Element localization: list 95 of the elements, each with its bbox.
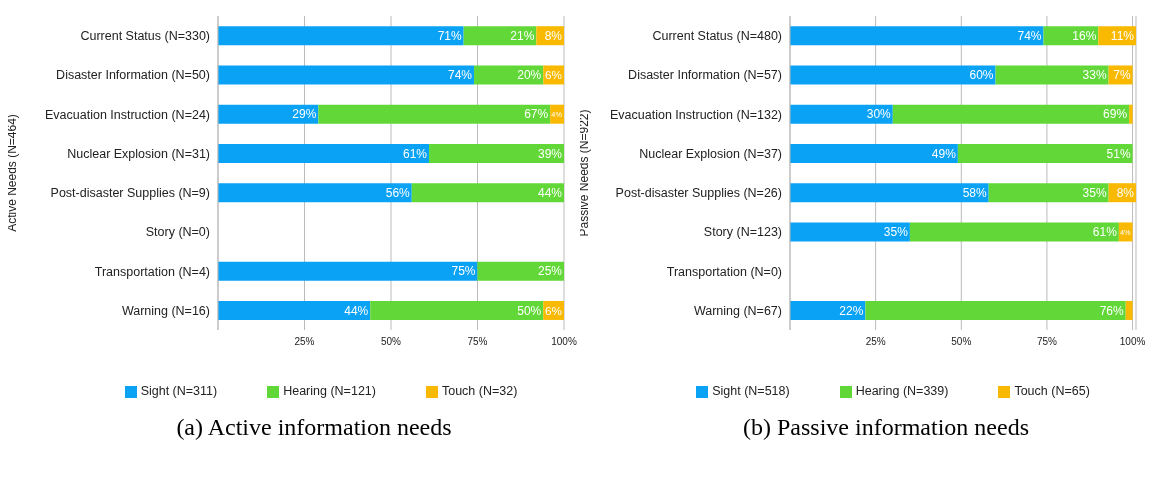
- y-tick-label: Disaster Information (N=57): [628, 68, 782, 83]
- legend-label: Hearing (N=339): [855, 384, 949, 398]
- x-tick-label: 100%: [551, 336, 577, 348]
- text: (a) Active information needs: [175, 414, 453, 441]
- legend-label: Touch (N=65): [1014, 384, 1090, 398]
- data-label: 8%: [1116, 185, 1135, 200]
- y-axis-title: Passive Needs (N=922): [577, 109, 592, 237]
- x-tick-label: 50%: [380, 336, 402, 348]
- y-tick-label: Evacuation Instruction (N=24): [44, 107, 210, 122]
- data-label: 29%: [292, 107, 317, 122]
- data-label: 56%: [385, 185, 411, 200]
- data-label: 6%: [545, 303, 562, 317]
- bar: [790, 104, 893, 124]
- y-tick-label: Nuclear Explosion (N=37): [639, 146, 782, 161]
- y-tick-label: Nuclear Explosion (N=31): [67, 146, 210, 161]
- data-label: 74%: [1017, 28, 1042, 43]
- data-label: 8%: [544, 28, 563, 43]
- bar: [790, 26, 1044, 46]
- bar: [957, 143, 1133, 163]
- data-label: 21%: [510, 28, 535, 43]
- data-label: 35%: [1082, 185, 1107, 200]
- y-tick-label: Transportation (N=0): [666, 264, 782, 279]
- x-tick-label: 25%: [865, 336, 886, 348]
- data-label: 69%: [1103, 107, 1128, 122]
- y-axis-title: Active Needs (N=464): [5, 114, 20, 232]
- x-tick-label: 25%: [294, 336, 315, 348]
- data-label: 50%: [517, 303, 542, 318]
- data-label: 74%: [448, 68, 473, 83]
- y-tick-label: Current Status (N=480): [652, 29, 782, 44]
- data-label: 6%: [545, 68, 562, 82]
- x-tick-label: 50%: [951, 336, 972, 348]
- data-label: 51%: [1106, 146, 1131, 161]
- text: (b) Passive information needs: [742, 414, 1030, 441]
- data-label: 58%: [962, 185, 988, 200]
- legend-label: Sight (N=311): [140, 384, 218, 398]
- data-label: 33%: [1082, 68, 1107, 83]
- bar: [218, 143, 430, 163]
- bar: [370, 300, 544, 320]
- data-label: 61%: [1092, 225, 1118, 240]
- data-label: 7%: [1113, 68, 1131, 83]
- y-tick-label: Transportation (N=4): [94, 264, 210, 279]
- bar: [790, 222, 910, 242]
- legend-label: Hearing (N=121): [283, 384, 376, 398]
- data-label: 16%: [1072, 28, 1097, 43]
- bar: [218, 65, 475, 85]
- data-label: 44%: [344, 303, 369, 318]
- data-label: 76%: [1099, 303, 1125, 318]
- data-label: 35%: [883, 225, 909, 240]
- data-label: 25%: [537, 264, 563, 279]
- data-label: 39%: [537, 146, 563, 161]
- data-label: 20%: [517, 68, 542, 83]
- data-label: 44%: [537, 185, 563, 200]
- legend-label: Touch (N=32): [441, 384, 518, 398]
- x-tick-label: 75%: [1036, 336, 1058, 348]
- x-tick-label: 75%: [467, 336, 488, 348]
- x-tick-label: 100%: [1119, 336, 1146, 348]
- bar: [988, 183, 1109, 203]
- bar: [909, 222, 1119, 242]
- data-label: 22%: [839, 303, 864, 318]
- data-label: 75%: [451, 264, 476, 279]
- bar: [411, 183, 564, 203]
- bar: [218, 104, 319, 124]
- bar: [865, 300, 1126, 320]
- bar: [218, 26, 464, 46]
- data-label: 11%: [1110, 28, 1135, 43]
- bar: [318, 104, 551, 124]
- y-tick-label: Post-disaster Supplies (N=26): [615, 186, 782, 201]
- data-label: 61%: [403, 146, 428, 161]
- data-label: 71%: [437, 28, 462, 43]
- y-tick-label: Story (N=0): [145, 225, 210, 240]
- data-label: 30%: [866, 107, 892, 122]
- y-tick-label: Post-disaster Supplies (N=9): [50, 186, 210, 201]
- bar: [790, 65, 996, 85]
- bar: [790, 143, 958, 163]
- bar: [218, 300, 371, 320]
- bar: [477, 261, 564, 281]
- bar: [463, 26, 537, 46]
- bar: [218, 261, 478, 281]
- bar: [218, 183, 412, 203]
- y-tick-label: Disaster Information (N=50): [56, 68, 210, 83]
- bar: [892, 104, 1130, 124]
- bar: [995, 65, 1109, 85]
- legend-label: Sight (N=518): [712, 384, 790, 398]
- y-tick-label: Story (N=123): [703, 225, 782, 240]
- bar: [429, 143, 564, 163]
- data-label: 67%: [524, 107, 549, 122]
- y-tick-label: Evacuation Instruction (N=132): [610, 107, 782, 122]
- data-label: 49%: [931, 146, 957, 161]
- y-tick-label: Warning (N=16): [121, 303, 210, 318]
- bar: [790, 183, 989, 203]
- y-tick-label: Current Status (N=330): [80, 29, 210, 44]
- bar: [1129, 104, 1133, 124]
- data-label: 60%: [969, 68, 994, 83]
- bar: [1125, 300, 1133, 320]
- y-tick-label: Warning (N=67): [693, 303, 782, 318]
